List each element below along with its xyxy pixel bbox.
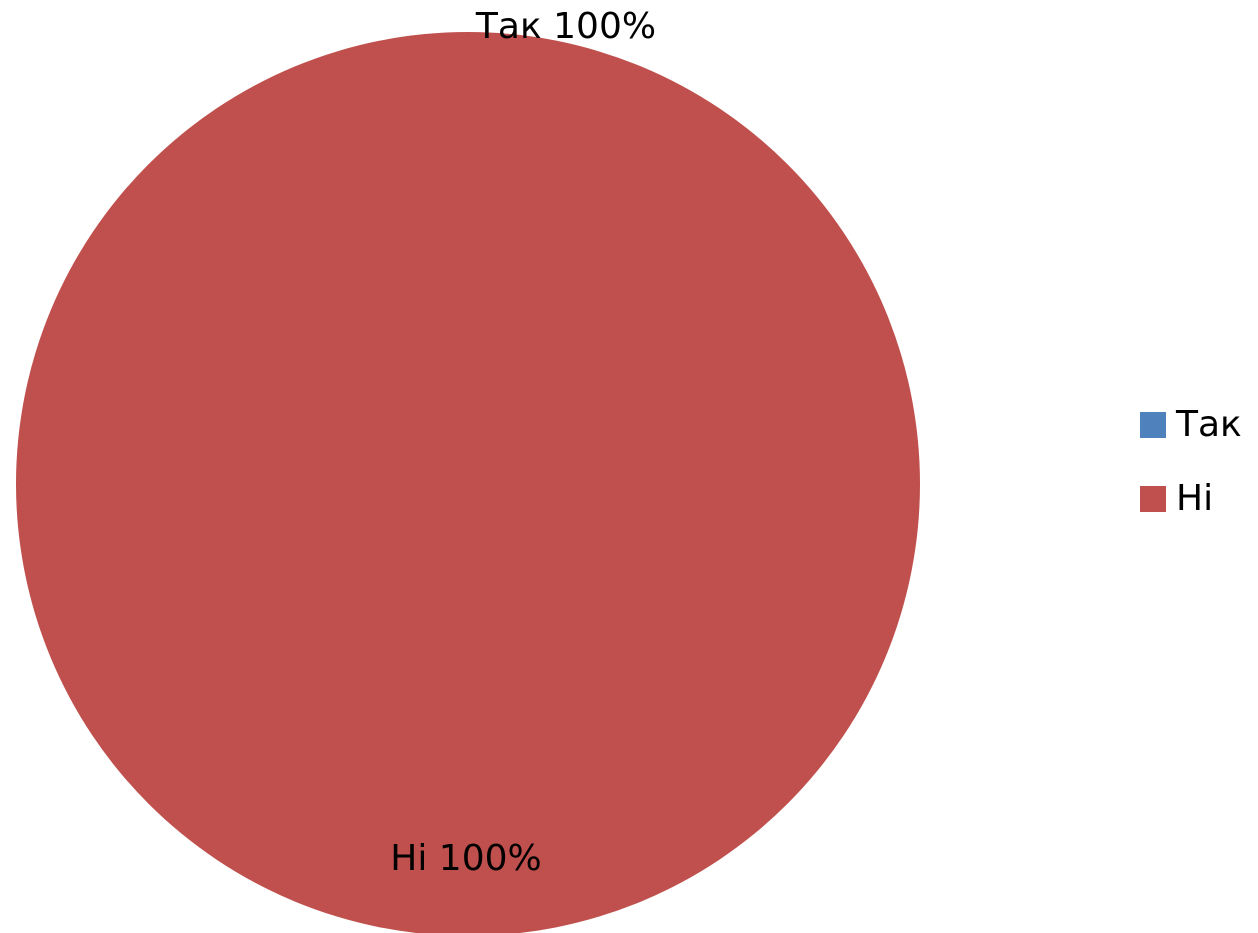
pie-slices xyxy=(16,32,920,933)
legend-label-tak: Так xyxy=(1175,404,1242,445)
data-label-tak: Так 100% xyxy=(475,6,656,47)
legend: Так Ні xyxy=(1140,404,1242,519)
legend-swatch-ni xyxy=(1140,486,1166,512)
legend-label-ni: Ні xyxy=(1176,478,1213,519)
data-label-ni: Ні 100% xyxy=(390,838,541,879)
pie-slice-ni xyxy=(16,32,920,933)
legend-swatch-tak xyxy=(1140,412,1166,438)
